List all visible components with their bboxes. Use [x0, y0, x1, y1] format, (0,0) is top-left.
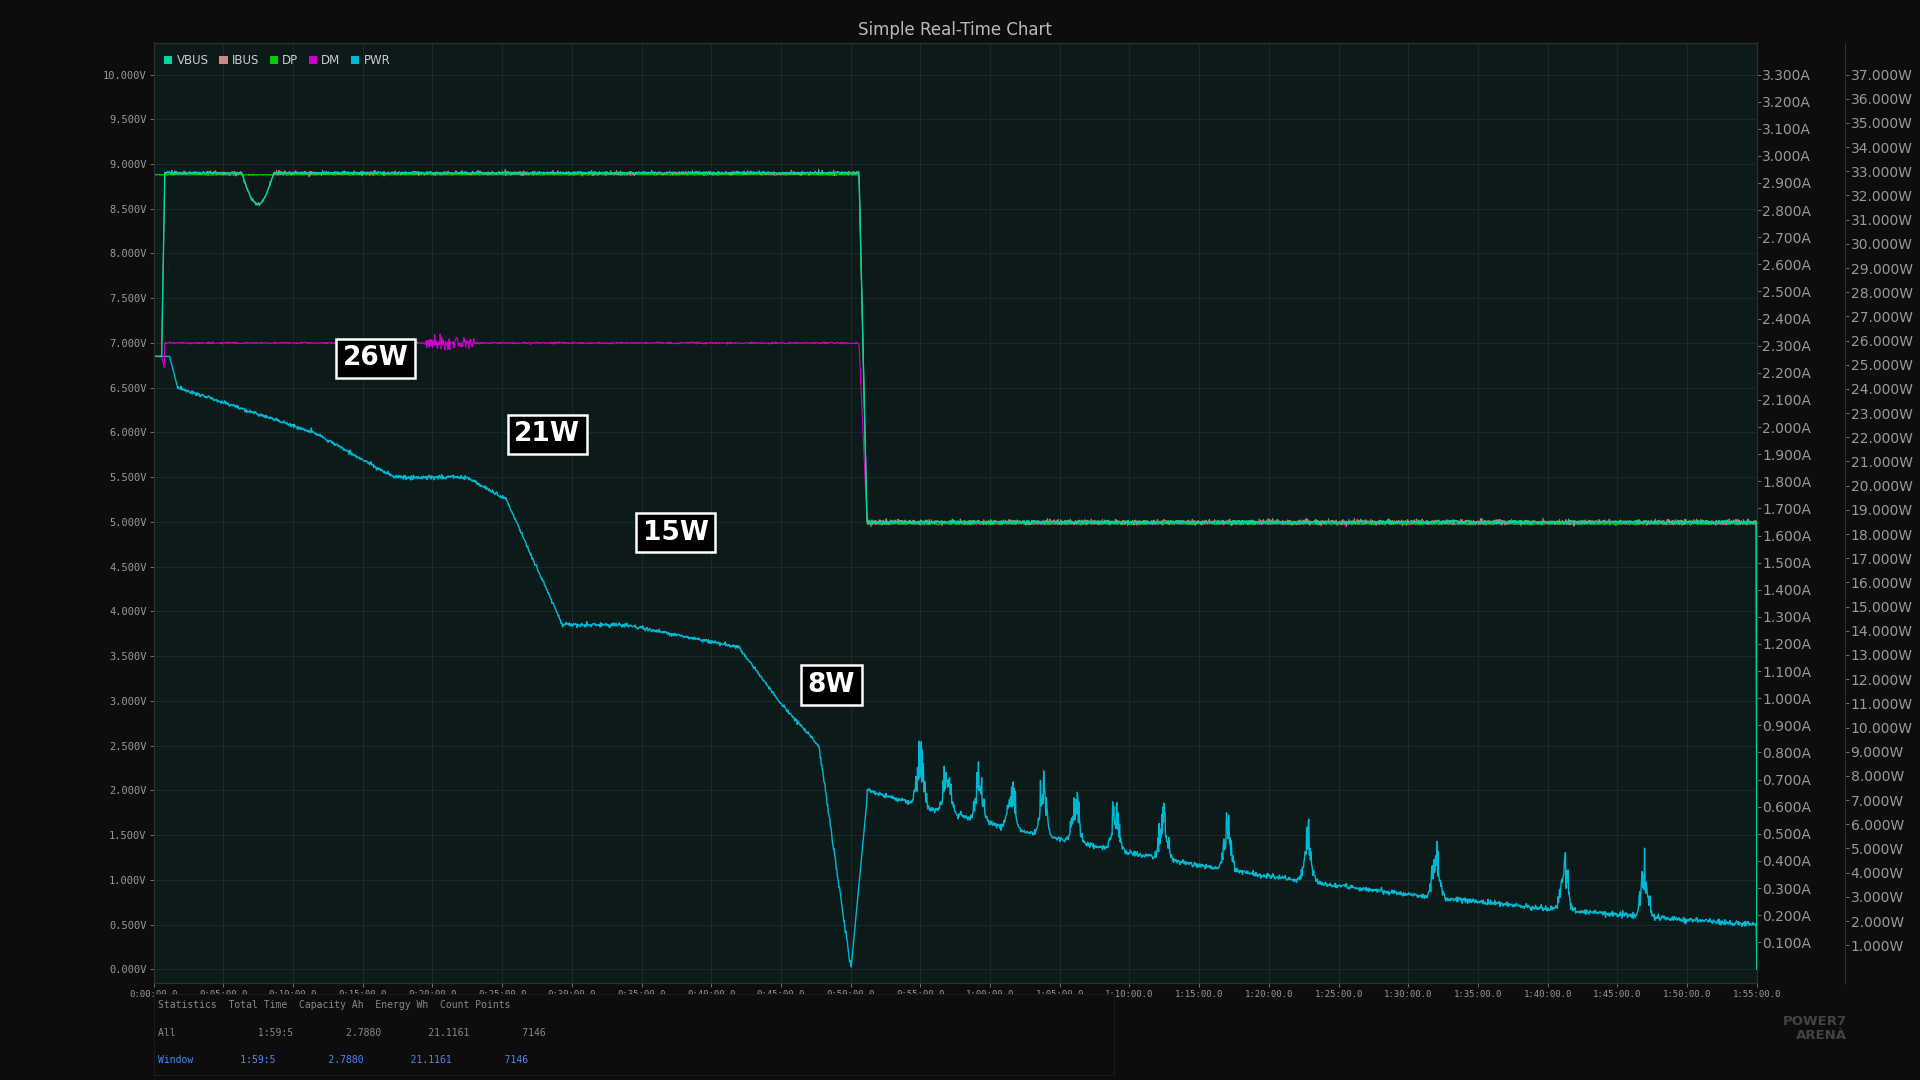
Text: 21W: 21W — [515, 421, 580, 447]
Text: Statistics  Total Time  Capacity Ah  Energy Wh  Count Points: Statistics Total Time Capacity Ah Energy… — [157, 1000, 511, 1010]
Text: Window        1:59:5         2.7880        21.1161         7146: Window 1:59:5 2.7880 21.1161 7146 — [157, 1055, 528, 1065]
Text: 15W: 15W — [643, 519, 708, 545]
Title: Simple Real-Time Chart: Simple Real-Time Chart — [858, 21, 1052, 39]
Text: 8W: 8W — [808, 672, 854, 698]
Text: POWER7
ARENÀ: POWER7 ARENÀ — [1784, 1015, 1847, 1042]
Text: All              1:59:5         2.7880        21.1161         7146: All 1:59:5 2.7880 21.1161 7146 — [157, 1028, 545, 1038]
Legend: VBUS, IBUS, DP, DM, PWR: VBUS, IBUS, DP, DM, PWR — [159, 49, 396, 71]
Text: 26W: 26W — [344, 346, 409, 372]
X-axis label: Elapsed Time: Elapsed Time — [918, 1003, 993, 1013]
